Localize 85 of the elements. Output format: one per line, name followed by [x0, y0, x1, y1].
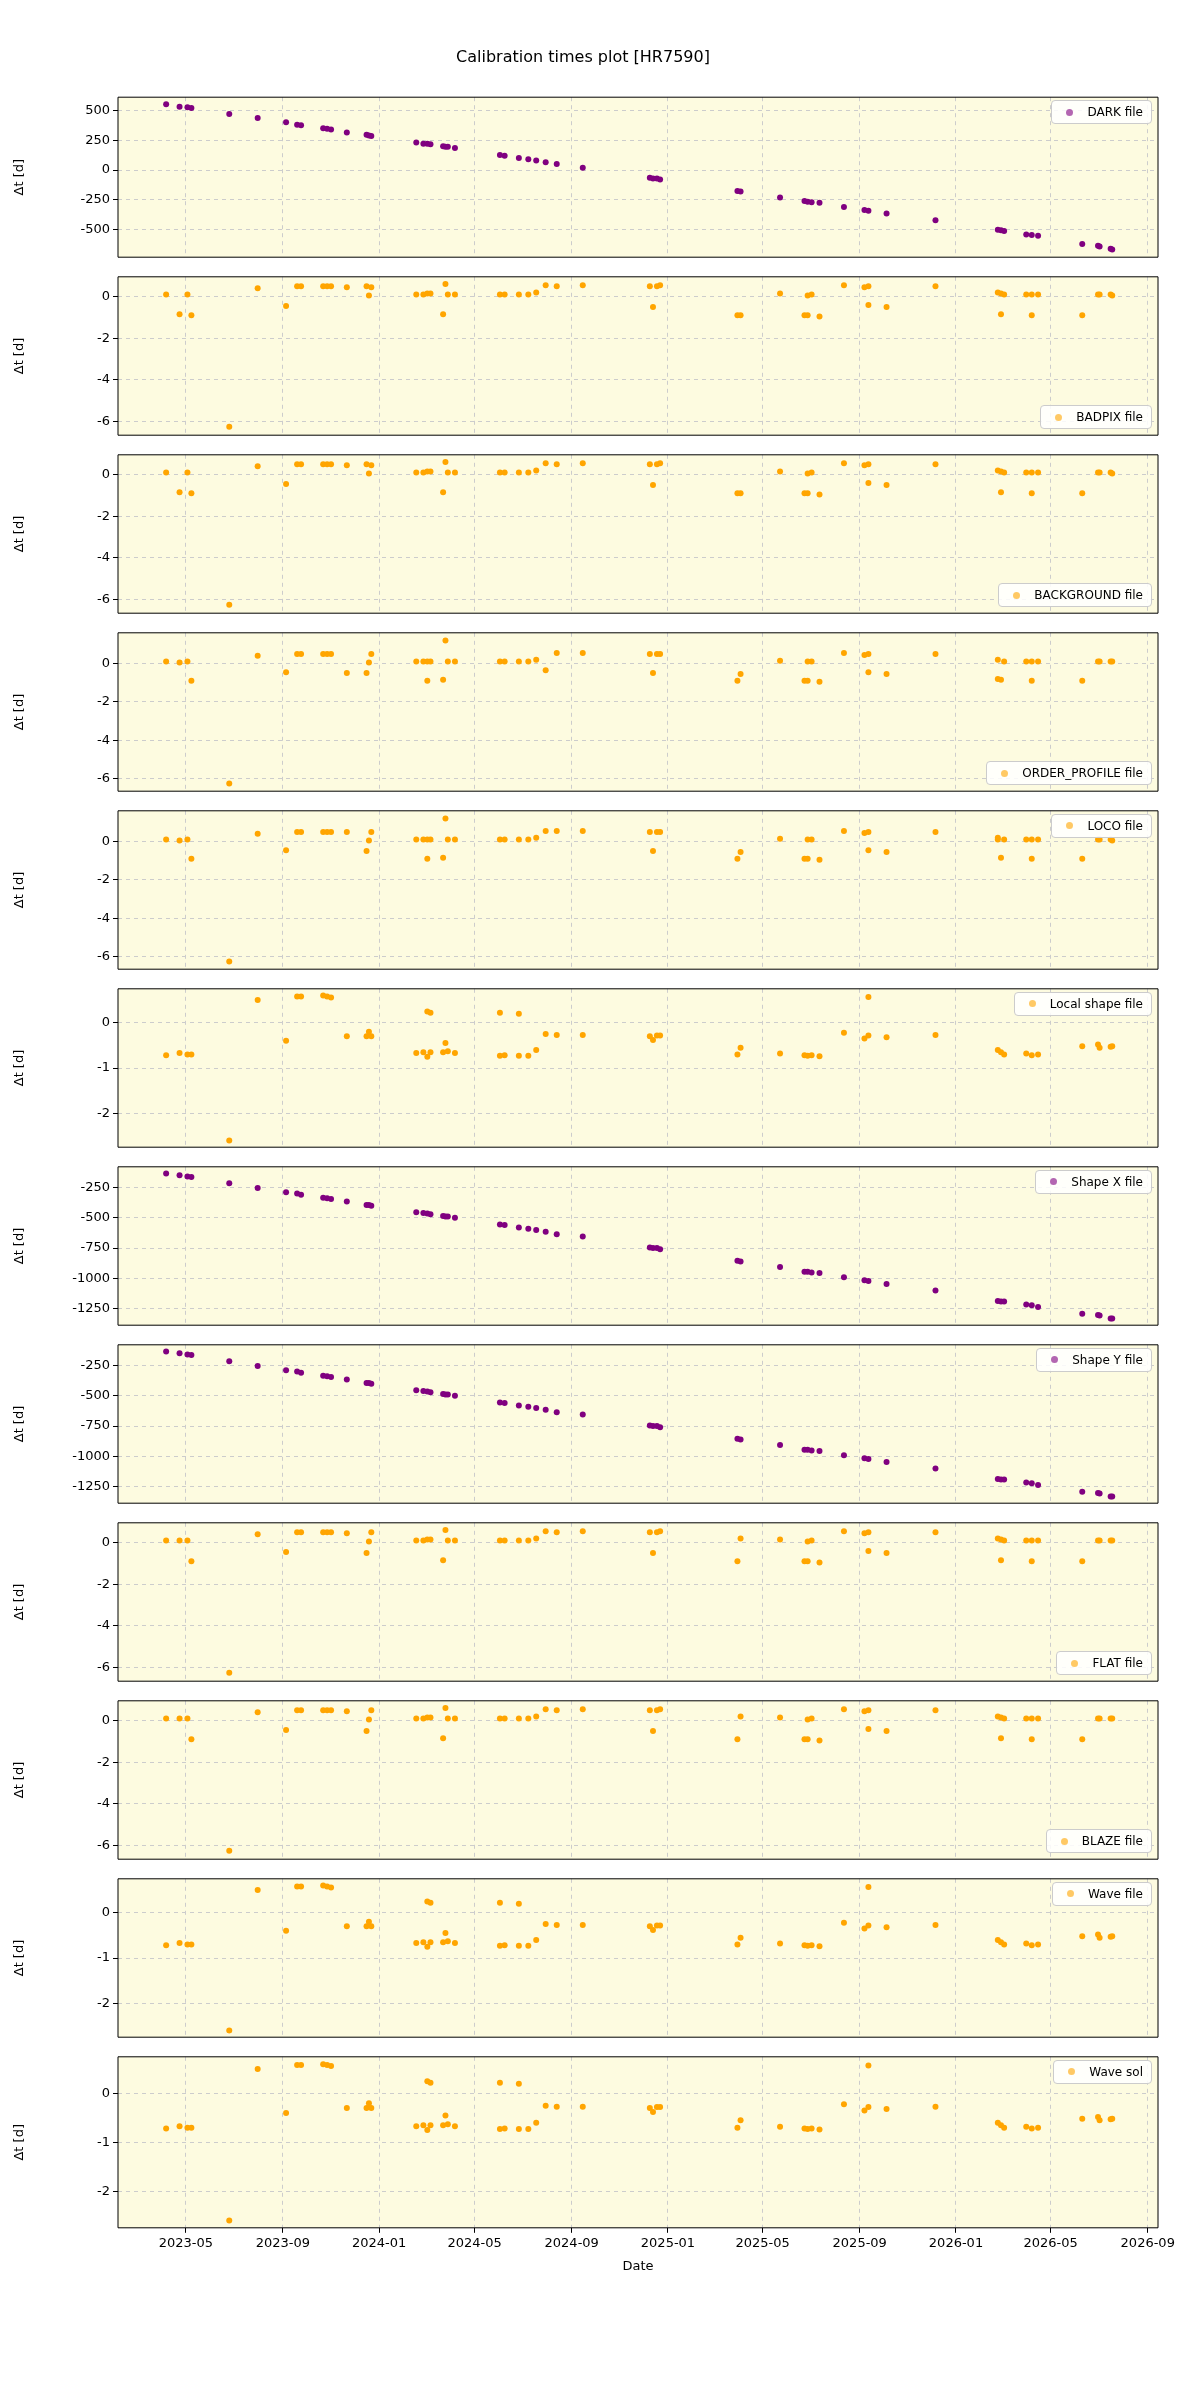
- y-axis-title: Δt [d]: [11, 693, 27, 731]
- x-axis-title: Date: [622, 2257, 654, 2273]
- legend-label: FLAT file: [1092, 1655, 1143, 1672]
- y-tick-label: -250: [80, 191, 110, 207]
- x-tick-label: 2025-01: [640, 2234, 696, 2250]
- y-axis-title: Δt [d]: [11, 1761, 27, 1799]
- legend-label: Wave sol: [1089, 2063, 1143, 2080]
- legend-label: Wave file: [1087, 1885, 1143, 1902]
- x-tick-label: 2026-09: [1120, 2234, 1175, 2250]
- x-tick-label: 2026-05: [1023, 2234, 1078, 2250]
- y-tick-label: -2: [97, 2182, 110, 2198]
- y-tick-label: -500: [80, 1387, 110, 1403]
- legend-label: BLAZE file: [1081, 1833, 1143, 1850]
- y-tick-label: 0: [101, 465, 110, 481]
- y-tick-label: -4: [97, 371, 110, 387]
- y-tick-label: -2: [97, 507, 110, 523]
- y-tick-label: -250: [80, 1178, 110, 1194]
- legend-label: BACKGROUND file: [1034, 587, 1143, 604]
- y-tick-label: 0: [101, 654, 110, 670]
- y-tick-label: -6: [97, 413, 110, 429]
- y-tick-label: -4: [97, 909, 110, 925]
- y-axis-title: Δt [d]: [11, 515, 27, 553]
- y-tick-label: -6: [97, 1659, 110, 1675]
- x-tick-label: 2023-09: [255, 2234, 311, 2250]
- x-tick-label: 2025-09: [832, 2234, 887, 2250]
- y-tick-label: -2: [97, 871, 110, 887]
- y-tick-label: -2: [97, 1575, 110, 1591]
- y-tick-label: -4: [97, 1795, 110, 1811]
- y-tick-label: -500: [80, 1209, 110, 1225]
- y-tick-label: -6: [97, 1837, 110, 1853]
- y-axis-title: Δt [d]: [11, 1583, 27, 1621]
- y-tick-label: -750: [80, 1239, 110, 1255]
- y-tick-label: 250: [85, 131, 110, 147]
- y-axis-title: Δt [d]: [11, 2124, 27, 2161]
- y-tick-label: -1: [97, 1949, 110, 1965]
- y-tick-label: -1250: [72, 1300, 110, 1316]
- y-tick-label: -1000: [72, 1447, 110, 1463]
- y-axis-title: Δt [d]: [11, 1939, 27, 1977]
- legend-label: LOCO file: [1087, 817, 1143, 834]
- y-tick-label: 0: [101, 161, 110, 177]
- legend-label: DARK file: [1087, 104, 1143, 121]
- y-tick-label: 500: [85, 101, 110, 117]
- y-tick-label: -1000: [72, 1269, 110, 1285]
- y-tick-label: -6: [97, 948, 110, 964]
- y-tick-label: -1: [97, 2133, 110, 2149]
- y-axis-title: Δt [d]: [11, 158, 27, 196]
- x-tick-label: 2024-09: [544, 2234, 599, 2250]
- y-tick-label: -2: [97, 1753, 110, 1769]
- y-tick-label: 0: [101, 2084, 110, 2100]
- y-tick-label: -1250: [72, 1478, 110, 1494]
- y-tick-label: 0: [101, 1904, 110, 1920]
- legend-label: Local shape file: [1049, 995, 1143, 1012]
- y-tick-label: -250: [80, 1356, 110, 1372]
- y-tick-label: -2: [97, 1104, 110, 1120]
- y-tick-label: 0: [101, 1014, 110, 1030]
- y-tick-label: -4: [97, 549, 110, 565]
- x-tick-label: 2026-01: [928, 2234, 984, 2250]
- y-axis-title: Δt [d]: [11, 871, 27, 909]
- y-tick-label: 0: [101, 1533, 110, 1549]
- y-tick-label: -2: [97, 1994, 110, 2010]
- y-axis-title: Δt [d]: [11, 1405, 27, 1443]
- y-tick-label: -4: [97, 731, 110, 747]
- y-tick-label: 0: [101, 832, 110, 848]
- legend-label: Shape X file: [1071, 1173, 1143, 1190]
- legend-label: BADPIX file: [1076, 409, 1143, 426]
- x-tick-label: 2023-05: [158, 2234, 214, 2250]
- y-tick-label: -6: [97, 770, 110, 786]
- y-tick-label: -750: [80, 1417, 110, 1433]
- y-tick-label: -4: [97, 1617, 110, 1633]
- legend-label: Shape Y file: [1072, 1351, 1143, 1368]
- y-axis-title: Δt [d]: [11, 1227, 27, 1265]
- y-tick-label: 0: [101, 287, 110, 303]
- chart-title: Calibration times plot [HR7590]: [456, 46, 710, 66]
- y-tick-label: -500: [80, 221, 110, 237]
- legend-label: ORDER_PROFILE file: [1022, 765, 1143, 782]
- x-tick-label: 2025-05: [735, 2234, 790, 2250]
- y-tick-label: -2: [97, 693, 110, 709]
- y-tick-label: -2: [97, 329, 110, 345]
- x-tick-label: 2024-05: [447, 2234, 502, 2250]
- y-tick-label: -1: [97, 1059, 110, 1075]
- x-tick-label: 2024-01: [352, 2234, 407, 2250]
- y-axis-title: Δt [d]: [11, 1049, 27, 1087]
- y-axis-title: Δt [d]: [11, 337, 27, 375]
- y-tick-label: 0: [101, 1711, 110, 1727]
- y-tick-label: -6: [97, 591, 110, 607]
